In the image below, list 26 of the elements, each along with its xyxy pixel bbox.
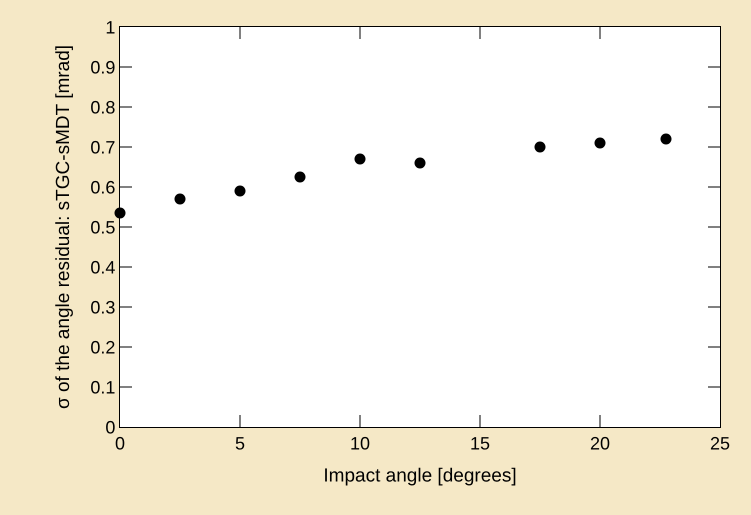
point [414,158,426,168]
x-tick-label: 15 [470,434,490,454]
y-tick-label: 0.8 [90,97,116,118]
y-tick-label: 0.2 [90,337,116,358]
x-tick-label: 10 [350,434,370,454]
point [594,138,606,148]
x-tick-label: 25 [710,434,730,454]
point [294,172,306,182]
x-axis-title: Impact angle [degrees] [323,465,517,486]
x-tick-label: 5 [234,434,246,454]
y-tick-label: 0.4 [90,257,116,278]
point [174,194,186,204]
y-tick-label: 0.7 [90,137,116,158]
y-tick-label: 0.5 [90,217,116,238]
y-tick-label: 0.9 [90,57,116,78]
point [354,154,366,164]
y-tick-label: 0.6 [90,177,116,198]
point [234,186,246,196]
y-tick-label: 0.3 [90,297,116,318]
point [534,142,546,152]
y-tick-label: 0.1 [90,377,116,398]
y-tick-label: 1 [105,17,116,38]
point [660,134,672,144]
y-axis-title: σ of the angle residual: sTGC-sMDT [mrad] [53,44,74,410]
y-tick-label: 0 [105,417,116,438]
x-tick-label: 20 [590,434,610,454]
